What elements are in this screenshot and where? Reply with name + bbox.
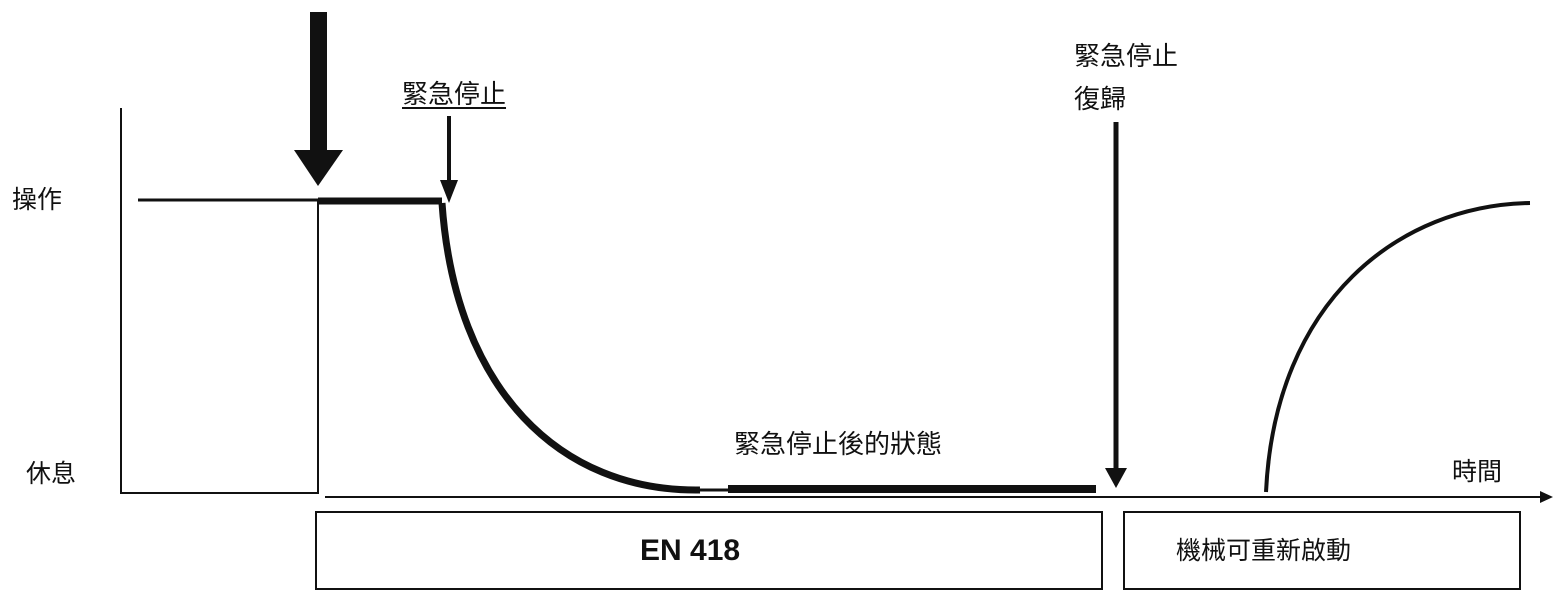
emergency-stop-arrow-head <box>440 180 458 203</box>
emergency-stop-label: 緊急停止 <box>402 82 506 108</box>
emergency-stop-reset-label-line2: 復歸 <box>1074 87 1126 113</box>
rest-label: 休息 <box>26 461 76 486</box>
stopping-curve <box>442 203 700 490</box>
restart-curve <box>1266 203 1530 492</box>
time-axis-arrowhead <box>1540 491 1553 503</box>
en418-label: EN 418 <box>640 536 740 566</box>
restart-box-label: 機械可重新啟動 <box>1176 538 1351 563</box>
start-bracket <box>121 108 318 493</box>
emergency-stop-reset-label-line1: 緊急停止 <box>1074 44 1178 70</box>
time-label: 時間 <box>1452 459 1502 484</box>
reset-arrow-head <box>1105 468 1127 488</box>
start-arrow-head <box>294 150 343 186</box>
start-arrow-shaft <box>310 12 327 152</box>
operation-label: 操作 <box>12 187 62 212</box>
post-stop-state-label: 緊急停止後的狀態 <box>734 432 942 458</box>
